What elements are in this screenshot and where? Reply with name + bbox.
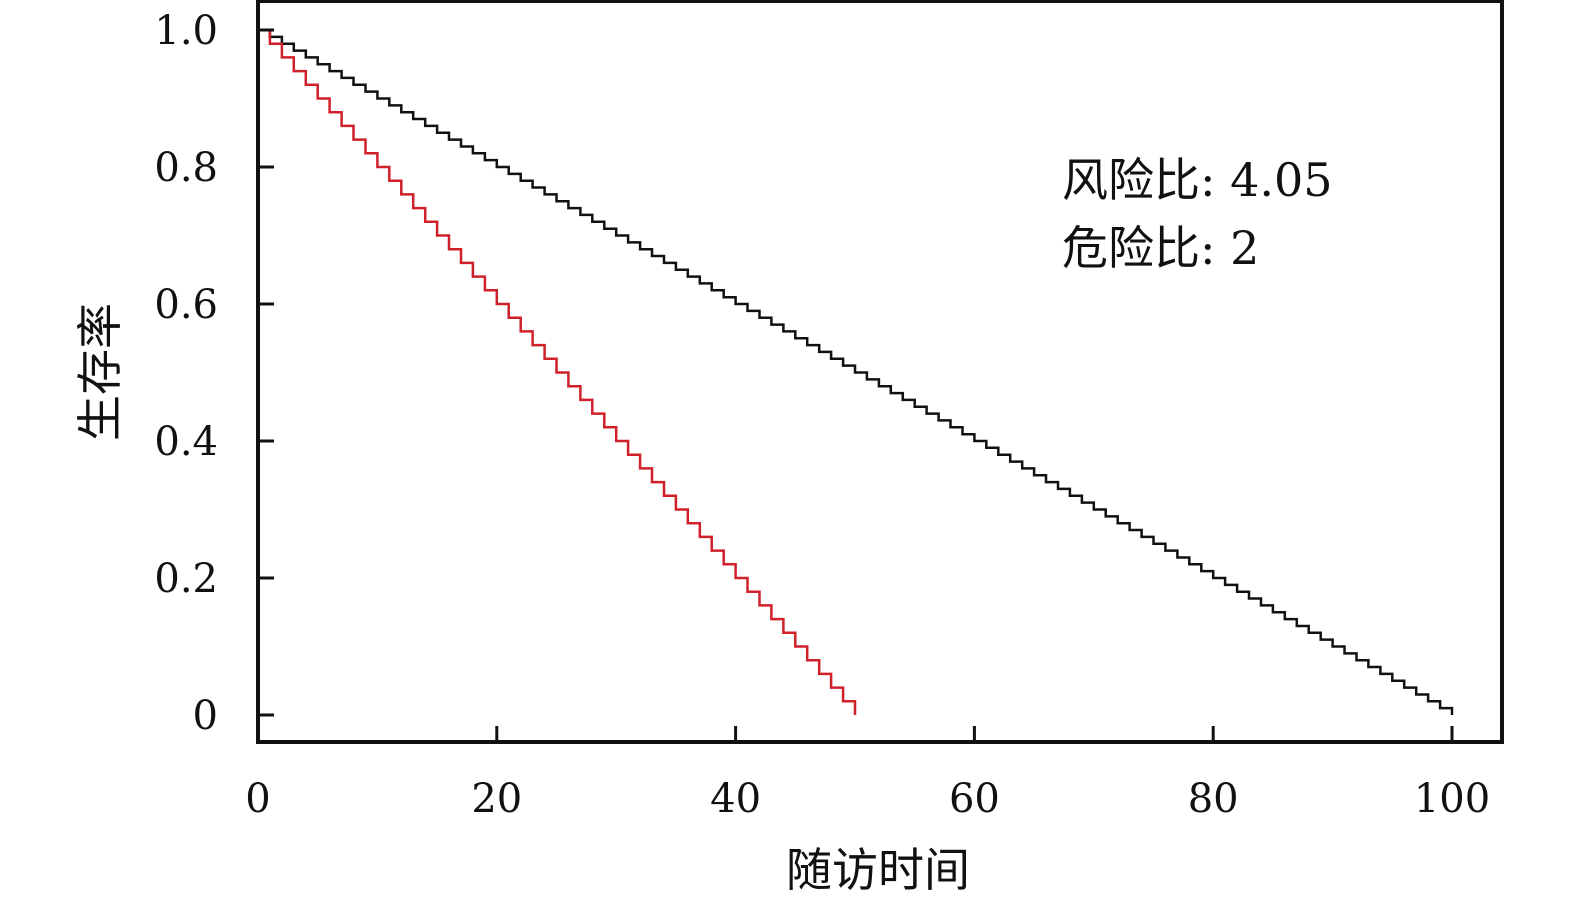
series-layer: [258, 28, 1454, 715]
annotation-risk-ratio: 风险比: 4.05: [1062, 153, 1333, 207]
x-tick-label: 40: [710, 776, 761, 822]
x-tick-label: 80: [1188, 776, 1239, 822]
y-tick-label: 0.6: [154, 282, 218, 328]
annotation-hazard-ratio: 危险比: 2: [1062, 221, 1259, 275]
x-tick-label: 60: [949, 776, 1000, 822]
y-axis-label: 生存率: [73, 303, 127, 441]
y-tick-label: 0.2: [154, 556, 218, 602]
x-axis-label: 随访时间: [786, 843, 970, 897]
survival-curve-2: [258, 28, 857, 715]
ticks-layer: 0 20 40 60 80 100 0 0.2 0.4 0.6 0.8 1.0: [154, 8, 1490, 822]
x-tick-label: 100: [1414, 776, 1490, 822]
survival-curve-1: [258, 28, 1454, 715]
y-tick-label: 0: [193, 693, 218, 739]
x-tick-label: 0: [245, 776, 270, 822]
y-tick-label: 1.0: [154, 8, 218, 54]
x-tick-label: 20: [471, 776, 522, 822]
y-tick-label: 0.4: [154, 419, 218, 465]
plot-frame: [256, 0, 1504, 744]
y-tick-label: 0.8: [154, 145, 218, 191]
